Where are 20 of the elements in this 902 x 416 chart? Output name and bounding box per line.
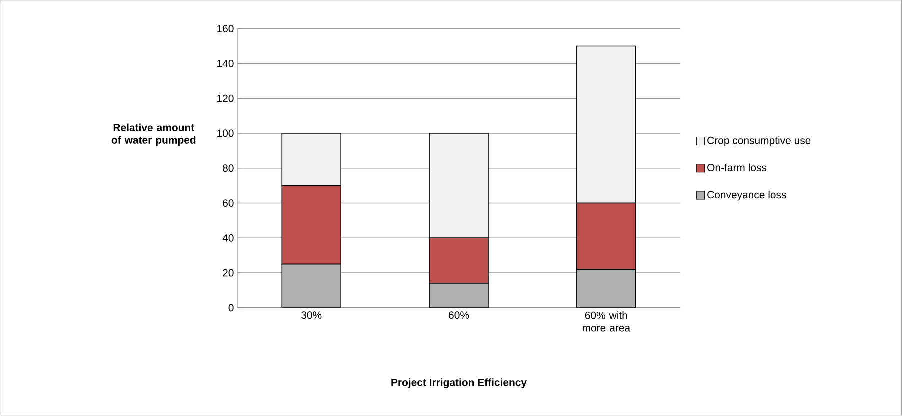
- bar: [429, 283, 489, 308]
- bar: [282, 264, 342, 308]
- legend-label: On-farm loss: [708, 164, 767, 172]
- y-tick-label: 40: [222, 234, 234, 242]
- legend-label: Crop consumptive use: [708, 136, 811, 147]
- x-tick-label: 60%: [449, 312, 470, 320]
- y-tick-label: 0: [228, 304, 234, 312]
- x-tick-label: 60% with more area: [582, 312, 631, 332]
- y-axis-title: Relative amount of water pumped: [112, 124, 196, 146]
- bar: [576, 269, 636, 308]
- y-tick-label: 20: [223, 269, 234, 277]
- y-tick-label: 140: [218, 60, 234, 68]
- x-tick-label: 30%: [302, 312, 322, 320]
- y-tick-label: 120: [218, 95, 234, 102]
- x-axis-title: Project Irrigation Efficiency: [392, 378, 527, 389]
- y-tick-label: 60: [223, 200, 234, 208]
- y-tick-label: 80: [223, 164, 234, 172]
- y-tick-label: 160: [218, 25, 234, 33]
- legend-label: Conveyance loss: [708, 191, 786, 201]
- y-tick-label: 100: [218, 130, 234, 138]
